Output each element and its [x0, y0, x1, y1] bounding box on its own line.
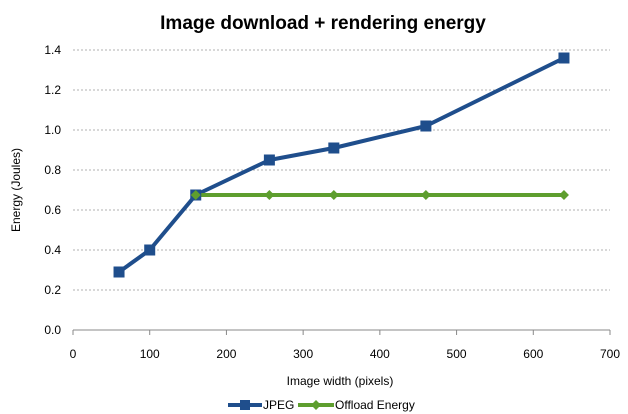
y-tick-labels: 0.0 0.2 0.4 0.6 0.8 1.0 1.2 1.4 — [44, 43, 61, 337]
x-tick-label: 600 — [523, 347, 543, 361]
x-tick-label: 100 — [140, 347, 160, 361]
x-tick-label: 700 — [600, 347, 620, 361]
data-point-jpeg — [113, 266, 125, 278]
y-tick-label: 0.6 — [44, 203, 61, 217]
legend-label-offload-energy: Offload Energy — [335, 398, 415, 412]
data-point-offload-energy — [328, 190, 339, 200]
x-tick-label: 300 — [293, 347, 313, 361]
data-point-jpeg — [144, 244, 156, 256]
gridlines — [73, 49, 610, 291]
y-axis-title: Energy (Joules) — [9, 148, 23, 232]
data-point-jpeg — [263, 154, 275, 166]
y-tick-label: 0.4 — [44, 243, 61, 257]
x-tick-label: 500 — [447, 347, 467, 361]
legend: JPEG Offload Energy — [228, 398, 415, 412]
y-tick-label: 1.0 — [44, 123, 61, 137]
data-point-offload-energy — [420, 190, 431, 200]
x-tick-label: 400 — [370, 347, 390, 361]
y-tick-label: 1.4 — [44, 43, 61, 57]
data-point-offload-energy — [558, 190, 569, 200]
legend-label-jpeg: JPEG — [263, 398, 294, 412]
y-tick-label: 0.0 — [44, 323, 61, 337]
x-tick-label: 0 — [70, 347, 77, 361]
chart-title: Image download + rendering energy — [160, 13, 486, 34]
data-point-jpeg — [420, 120, 432, 132]
data-point-jpeg — [558, 52, 570, 64]
y-tick-label: 0.8 — [44, 163, 61, 177]
legend-swatch-marker — [240, 400, 250, 410]
legend-swatch-marker — [311, 400, 321, 410]
data-point-offload-energy — [190, 190, 201, 200]
y-tick-label: 1.2 — [44, 83, 61, 97]
axes — [72, 329, 611, 335]
data-point-jpeg — [328, 142, 340, 154]
x-axis-title: Image width (pixels) — [287, 374, 394, 388]
data-point-offload-energy — [264, 190, 275, 200]
x-tick-label: 200 — [216, 347, 236, 361]
y-tick-label: 0.2 — [44, 283, 61, 297]
series-markers — [113, 52, 570, 278]
x-tick-labels: 0 100 200 300 400 500 600 700 — [70, 347, 621, 361]
